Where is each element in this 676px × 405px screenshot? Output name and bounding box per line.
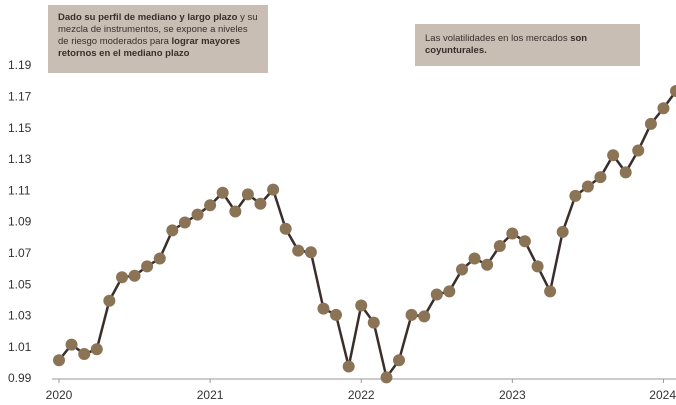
point	[65, 338, 78, 351]
x-tick-label: 2023	[499, 388, 526, 402]
point	[468, 252, 481, 265]
point	[405, 308, 418, 321]
point	[191, 208, 204, 221]
point	[317, 302, 330, 315]
y-tick-label: 1.15	[8, 121, 32, 135]
point	[456, 263, 469, 276]
y-tick-label: 1.11	[8, 183, 31, 197]
point	[544, 285, 557, 298]
point	[619, 166, 632, 179]
point	[657, 102, 670, 115]
point	[178, 216, 191, 229]
point	[342, 360, 355, 373]
point	[393, 354, 406, 367]
annotation: Las volatilidades en los mercados son co…	[415, 24, 640, 66]
annotation-text: son coyunturales.	[425, 33, 588, 56]
x-tick-label: 2024	[649, 388, 676, 402]
point	[531, 260, 544, 273]
point	[103, 294, 116, 307]
point	[128, 269, 141, 282]
point	[644, 117, 657, 130]
point	[292, 244, 305, 257]
point	[166, 224, 179, 237]
point	[556, 225, 569, 238]
point	[607, 149, 620, 162]
point	[506, 227, 519, 240]
point	[216, 186, 229, 199]
point	[594, 171, 607, 184]
line	[58, 90, 676, 381]
point	[367, 316, 380, 329]
point	[78, 347, 91, 360]
y-tick-label: 1.03	[8, 309, 32, 323]
y-tick-label: 1.19	[8, 58, 32, 72]
y-tick-label: 1.07	[8, 246, 32, 260]
point	[53, 354, 65, 367]
point	[355, 299, 368, 312]
annotation-text: Dado su perfil de mediano y largo plazo	[58, 12, 238, 23]
point	[90, 343, 103, 356]
annotation-text: lograr mayores retornos en el mediano pl…	[58, 36, 241, 59]
point	[443, 285, 456, 298]
annotation: Dado su perfil de mediano y largo plazo …	[48, 5, 268, 73]
annotation-text: y su mezcla de instrumentos, se expone a…	[58, 12, 258, 47]
point	[518, 235, 531, 248]
point	[493, 239, 506, 252]
point	[254, 197, 267, 210]
point	[229, 205, 242, 218]
point	[153, 252, 166, 265]
point	[241, 188, 254, 201]
y-tick-label: 0.99	[8, 371, 32, 385]
point	[141, 260, 154, 273]
point	[329, 308, 342, 321]
y-tick-label: 1.05	[8, 277, 32, 291]
x-tick-label: 2022	[348, 388, 375, 402]
x-tick-label: 2021	[197, 388, 224, 402]
annotation-text: Las volatilidades en los mercados	[425, 33, 571, 44]
y-tick-label: 1.09	[8, 215, 32, 229]
point	[116, 271, 129, 284]
point	[481, 258, 494, 271]
point	[581, 180, 594, 193]
point	[418, 310, 431, 323]
point	[430, 288, 443, 301]
x-tick-label: 2020	[46, 388, 73, 402]
y-tick-label: 1.17	[8, 89, 32, 103]
point	[279, 222, 292, 235]
point	[380, 371, 393, 384]
point	[569, 189, 582, 202]
y-tick-label: 1.13	[8, 152, 32, 166]
point	[670, 85, 676, 98]
y-tick-label: 1.01	[8, 340, 32, 354]
point	[204, 199, 217, 212]
point	[632, 144, 645, 157]
point	[304, 246, 317, 259]
point	[267, 183, 280, 196]
